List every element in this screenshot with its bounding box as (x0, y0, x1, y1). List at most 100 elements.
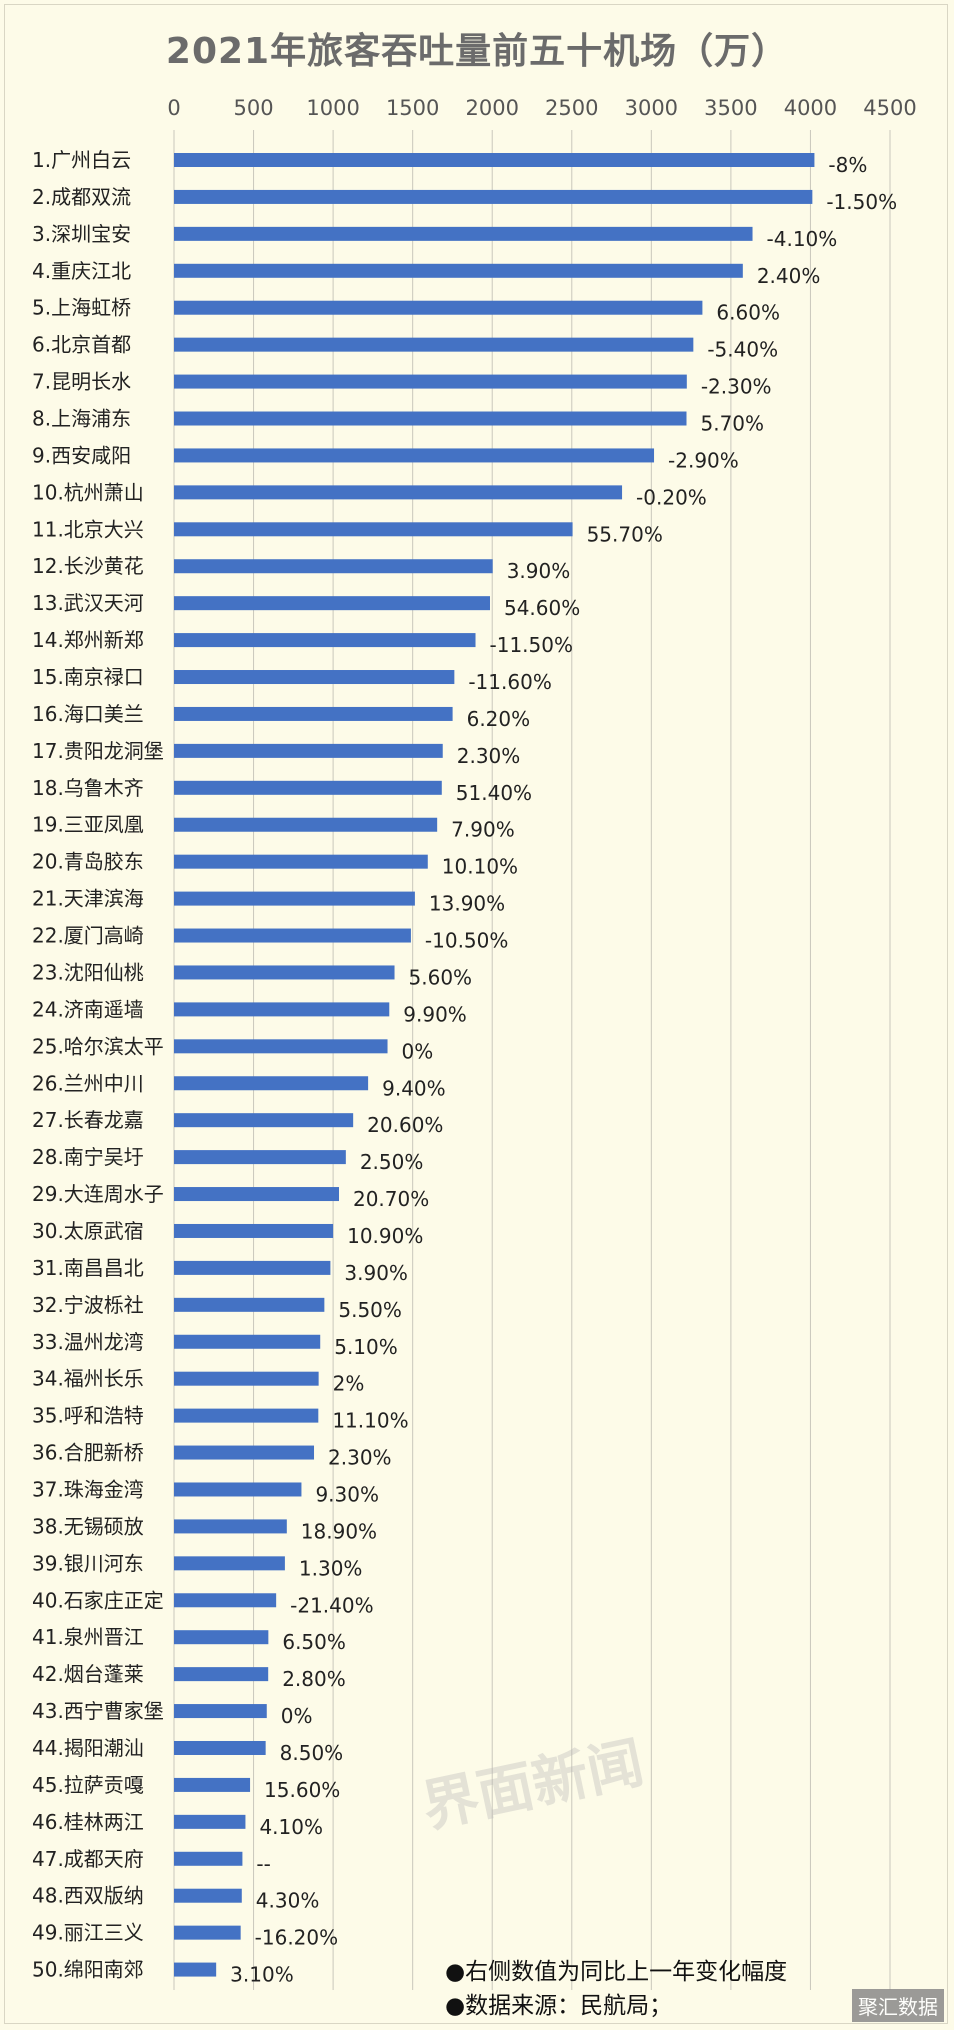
bar (174, 1002, 390, 1017)
data-label: 4.10% (259, 1815, 323, 1839)
bar (174, 633, 476, 648)
category-label: 19.三亚凤凰 (32, 813, 144, 837)
data-label: 5.70% (700, 412, 764, 436)
bar (174, 485, 623, 500)
category-label: 29.大连周水子 (32, 1182, 164, 1206)
x-tick-label: 4000 (784, 96, 837, 120)
category-label: 32.宁波栎社 (32, 1293, 144, 1317)
category-label: 20.青岛胶东 (32, 850, 144, 874)
corner-watermark: 聚汇数据 (852, 1989, 944, 2022)
data-label: 4.30% (256, 1889, 320, 1913)
bar (174, 1334, 321, 1349)
category-label: 31.南昌昌北 (32, 1256, 144, 1280)
category-label: 43.西宁曹家堡 (32, 1699, 164, 1723)
category-label: 24.济南遥墙 (32, 997, 144, 1021)
bar (174, 1297, 325, 1312)
category-label: 37.珠海金湾 (32, 1477, 144, 1501)
category-label: 46.桂林两江 (32, 1810, 144, 1834)
data-label: 11.10% (332, 1409, 408, 1433)
bar (174, 1704, 267, 1719)
data-label: -16.20% (255, 1926, 338, 1950)
bar (174, 374, 687, 389)
bar (174, 1113, 354, 1128)
x-tick-label: 2000 (465, 96, 518, 120)
data-label: 7.90% (451, 818, 515, 842)
chart-frame (4, 4, 948, 2024)
bar (174, 1593, 277, 1608)
category-label: 10.杭州萧山 (32, 480, 144, 504)
category-label: 11.北京大兴 (32, 517, 144, 541)
x-tick-label: 2500 (545, 96, 598, 120)
data-label: 2% (333, 1372, 365, 1396)
bar (174, 1223, 334, 1238)
data-label: -11.60% (468, 670, 551, 694)
category-label: 13.武汉天河 (32, 591, 144, 615)
data-label: -2.30% (701, 375, 772, 399)
bar (174, 1630, 269, 1645)
bar (174, 1925, 241, 1940)
category-label: 15.南京禄口 (32, 665, 144, 689)
bar (174, 1519, 287, 1534)
note-data-source: ●数据来源：民航局； (445, 1993, 673, 2019)
x-tick-label: 4500 (863, 96, 916, 120)
category-label: 36.合肥新桥 (32, 1441, 144, 1465)
bar (174, 1371, 319, 1386)
bar (174, 1445, 315, 1460)
bar (174, 1740, 266, 1755)
category-label: 39.银川河东 (32, 1551, 144, 1575)
category-label: 42.烟台蓬莱 (32, 1662, 144, 1686)
data-label: 5.50% (338, 1298, 402, 1322)
data-label: 1.30% (299, 1556, 363, 1580)
data-label: 55.70% (587, 522, 663, 546)
bar (174, 965, 395, 980)
category-label: 26.兰州中川 (32, 1071, 144, 1095)
category-label: 14.郑州新郑 (32, 628, 144, 652)
data-label: 0% (402, 1039, 434, 1063)
data-label: 54.60% (504, 596, 580, 620)
data-label: -10.50% (425, 929, 508, 953)
category-label: 34.福州长乐 (32, 1367, 144, 1391)
bar (174, 1187, 339, 1202)
category-label: 8.上海浦东 (32, 407, 131, 431)
bar (174, 300, 703, 315)
data-label: -1.50% (826, 190, 897, 214)
bar (174, 596, 490, 611)
data-label: 5.10% (334, 1335, 398, 1359)
category-label: 7.昆明长水 (32, 370, 131, 394)
category-label: 1.广州白云 (32, 148, 131, 172)
category-label: 44.揭阳潮汕 (32, 1736, 144, 1760)
x-tick-label: 1000 (306, 96, 359, 120)
category-label: 2.成都双流 (32, 185, 131, 209)
chart-notes: ●右侧数值为同比上一年变化幅度 ●数据来源：民航局； (445, 1955, 787, 2023)
data-label: 0% (281, 1704, 313, 1728)
category-label: 23.沈阳仙桃 (32, 960, 144, 984)
data-label: 3.10% (230, 1963, 294, 1987)
bar (174, 817, 438, 832)
bar (174, 1150, 346, 1165)
data-label: -4.10% (767, 227, 838, 251)
category-label: 41.泉州晋江 (32, 1625, 144, 1649)
bar (174, 1814, 246, 1829)
data-label: 2.40% (757, 264, 821, 288)
bar (174, 226, 753, 241)
bar (174, 1962, 217, 1977)
x-tick-label: 1500 (386, 96, 439, 120)
data-label: 10.90% (347, 1224, 423, 1248)
bar (174, 1260, 331, 1275)
data-label: 6.50% (282, 1630, 346, 1654)
data-label: 3.90% (507, 559, 571, 583)
bar (174, 706, 453, 721)
category-label: 45.拉萨贡嘎 (32, 1773, 144, 1797)
data-label: -8% (828, 153, 867, 177)
category-label: 3.深圳宝安 (32, 222, 131, 246)
x-tick-label: 500 (234, 96, 274, 120)
category-label: 48.西双版纳 (32, 1884, 144, 1908)
bar (174, 1482, 302, 1497)
data-label: 8.50% (280, 1741, 344, 1765)
data-label: 9.40% (382, 1076, 446, 1100)
bar (174, 928, 411, 943)
bar (174, 1888, 242, 1903)
data-label: 20.70% (353, 1187, 429, 1211)
data-label: 13.90% (429, 892, 505, 916)
data-label: -5.40% (707, 338, 778, 362)
